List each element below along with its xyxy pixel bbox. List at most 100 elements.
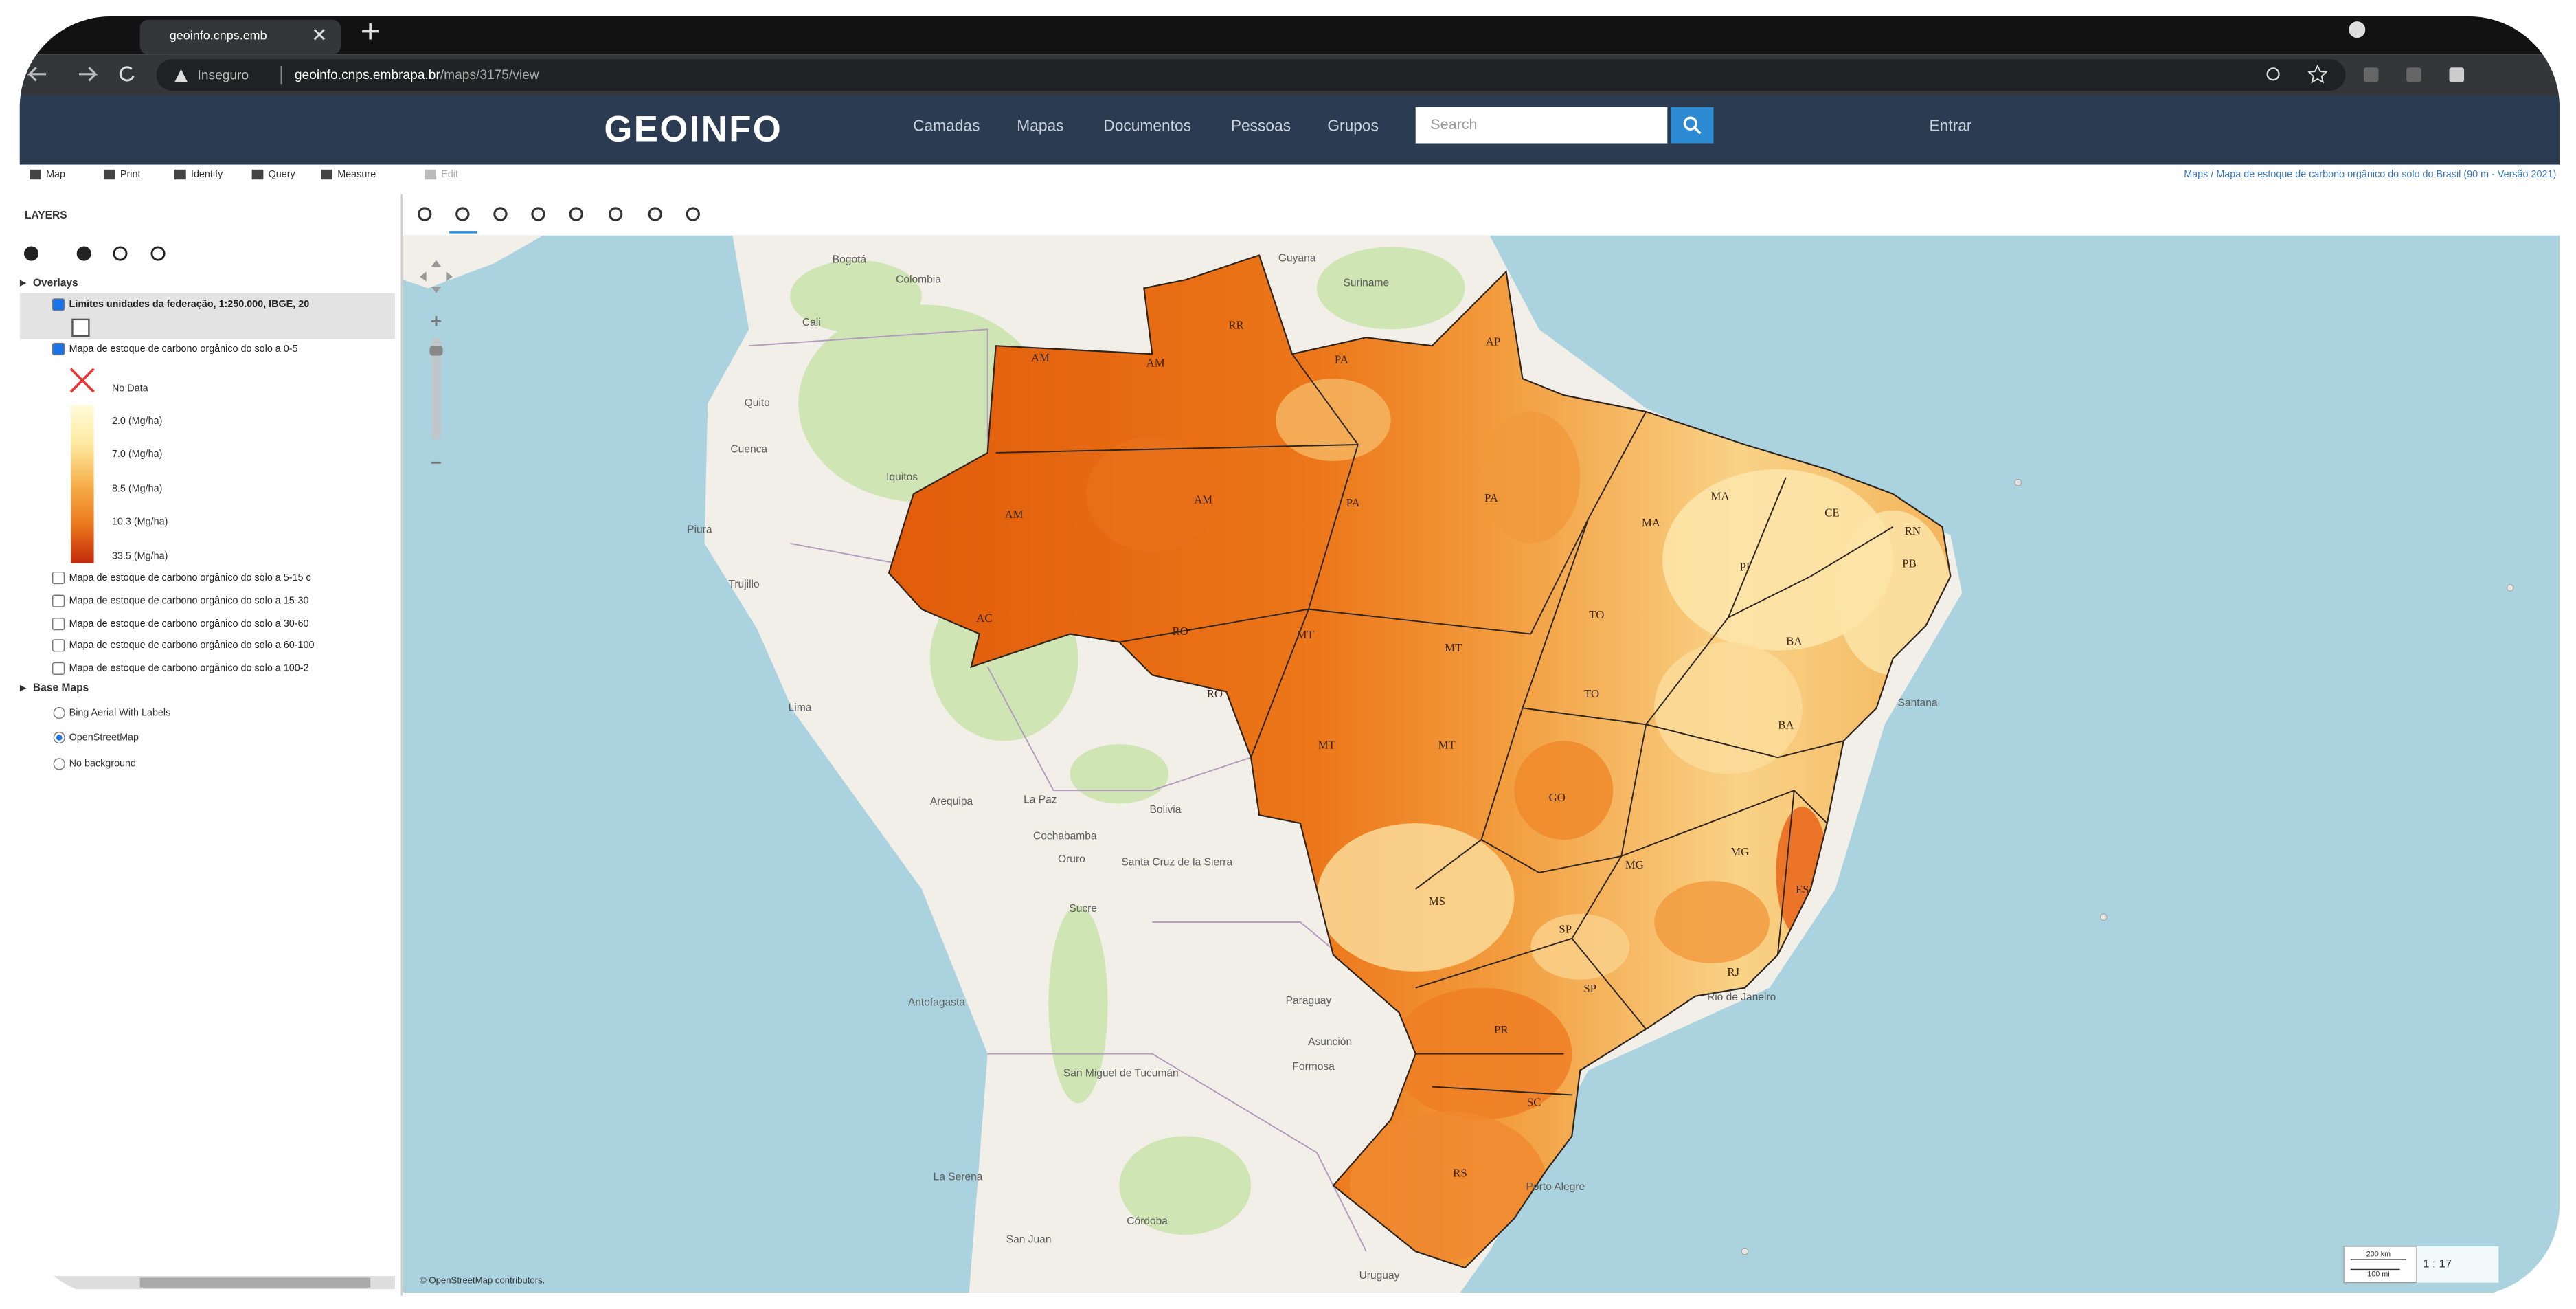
legend-ramp: [71, 405, 94, 563]
layer-checkbox[interactable]: [52, 639, 65, 652]
extension-icon[interactable]: [2363, 67, 2379, 82]
state-label: RJ: [1727, 965, 1739, 978]
vegetation: [790, 260, 922, 333]
layer-options-box[interactable]: [71, 318, 90, 337]
state-label: TO: [1589, 608, 1604, 621]
panel-tool[interactable]: [150, 246, 166, 261]
layer-name[interactable]: Limites unidades da federação, 1:250.000…: [69, 299, 310, 310]
state-label: BA: [1778, 719, 1794, 732]
carbon-patch: [1349, 1111, 1548, 1260]
legend-label: 2.0 (Mg/ha): [112, 416, 162, 427]
tab-bar: [19, 16, 2560, 55]
zoom-thumb[interactable]: [429, 346, 443, 356]
carbon-patch: [1276, 379, 1391, 461]
extension-icon[interactable]: [2406, 67, 2421, 82]
star-icon[interactable]: [2307, 64, 2328, 84]
map-tool[interactable]: [608, 207, 623, 221]
base-radio[interactable]: [53, 758, 65, 770]
search-placeholder: Search: [1430, 115, 1477, 133]
scale-box: [2343, 1246, 2417, 1284]
panel-tool[interactable]: [113, 246, 128, 261]
zoom-icon: [2266, 67, 2280, 81]
place-label: Porto Alegre: [1526, 1181, 1585, 1193]
toolbar: [19, 164, 2560, 194]
extension-icon[interactable]: [2449, 67, 2465, 82]
toolbar-item[interactable]: Print: [120, 169, 141, 180]
state-label: MG: [1625, 858, 1644, 871]
breadcrumb[interactable]: Maps / Mapa de estoque de carbono orgâni…: [2184, 169, 2556, 180]
place-label: Cuenca: [730, 443, 767, 455]
tab[interactable]: [139, 19, 341, 55]
nav-link[interactable]: Grupos: [1327, 117, 1379, 135]
base-radio[interactable]: [53, 706, 65, 719]
toolbar-icon: [251, 169, 264, 180]
reload[interactable]: [119, 66, 135, 82]
place-label: Córdoba: [1127, 1216, 1168, 1227]
pan-control[interactable]: [420, 260, 453, 293]
base-map-name[interactable]: No background: [69, 759, 136, 770]
layer-name[interactable]: Mapa de estoque de carbono orgânico do s…: [69, 618, 309, 629]
nav-link[interactable]: Documentos: [1103, 117, 1191, 135]
new-tab[interactable]: [362, 23, 379, 40]
layer-name[interactable]: Mapa de estoque de carbono orgânico do s…: [69, 595, 309, 606]
login-link[interactable]: Entrar: [1929, 117, 1971, 135]
layer-checkbox[interactable]: [52, 618, 65, 631]
overlays-heading: Overlays: [33, 277, 78, 289]
nav-link[interactable]: Camadas: [913, 117, 980, 135]
zoom-slider[interactable]: [431, 337, 442, 440]
toolbar-item[interactable]: Edit: [441, 169, 458, 180]
island: [1741, 1247, 1749, 1255]
layer-name[interactable]: Mapa de estoque de carbono orgânico do s…: [69, 344, 298, 355]
map-tool[interactable]: [531, 207, 545, 221]
map-attribution: © OpenStreetMap contributors.: [420, 1275, 545, 1286]
search-button[interactable]: [1671, 107, 1714, 144]
layer-checkbox[interactable]: [52, 571, 65, 585]
toolbar-item[interactable]: Identify: [191, 169, 223, 180]
legend-label: 8.5 (Mg/ha): [112, 483, 162, 494]
panel-scroll-thumb[interactable]: [139, 1277, 371, 1288]
state-label: PR: [1494, 1023, 1509, 1036]
toolbar-item[interactable]: Measure: [337, 169, 376, 180]
state-label: SP: [1583, 982, 1596, 995]
toolbar-item[interactable]: Map: [46, 169, 65, 180]
nav-link[interactable]: Pessoas: [1231, 117, 1291, 135]
map-tool[interactable]: [569, 207, 583, 221]
base-map-name[interactable]: Bing Aerial With Labels: [69, 707, 171, 718]
panel-tool[interactable]: [23, 246, 39, 261]
map-tool[interactable]: [455, 207, 470, 221]
place-label: Asunción: [1308, 1036, 1352, 1048]
nav-link[interactable]: Mapas: [1017, 117, 1063, 135]
map-tool[interactable]: [648, 207, 662, 221]
zoom-in-out[interactable]: [431, 316, 442, 464]
carbon-patch: [1662, 469, 1893, 651]
state-label: MT: [1445, 641, 1462, 654]
state-label: RN: [1905, 524, 1921, 537]
url-box[interactable]: [156, 59, 2346, 91]
state-label: MT: [1318, 738, 1335, 751]
search-icon-handle: [1694, 127, 1702, 135]
map-tool[interactable]: [418, 207, 432, 221]
scale-ratio: 1 : 17: [2423, 1257, 2452, 1271]
base-map-name[interactable]: OpenStreetMap: [69, 732, 139, 743]
back-forward[interactable]: [27, 67, 98, 82]
layer-name[interactable]: Mapa de estoque de carbono orgânico do s…: [69, 640, 315, 651]
search-icon: [1683, 116, 1698, 131]
url-host: geoinfo.cnps.embrapa.br: [295, 68, 441, 82]
layer-checkbox[interactable]: [52, 594, 65, 607]
map-tool[interactable]: [493, 207, 508, 221]
layer-checkbox[interactable]: [52, 298, 65, 311]
layer-name[interactable]: Mapa de estoque de carbono orgânico do s…: [69, 572, 311, 583]
place-label: Antofagasta: [908, 996, 965, 1008]
map-tool[interactable]: [686, 207, 700, 221]
scale-label: 100 mi: [2367, 1271, 2389, 1279]
layer-checkbox[interactable]: [52, 662, 65, 675]
panel-tool[interactable]: [76, 246, 91, 261]
toolbar-item[interactable]: Query: [269, 169, 296, 180]
layer-name[interactable]: Mapa de estoque de carbono orgânico do s…: [69, 663, 309, 674]
search-box[interactable]: [1415, 107, 1668, 144]
layer-checkbox[interactable]: [52, 342, 65, 356]
place-label: San Juan: [1006, 1233, 1052, 1245]
url[interactable]: geoinfo.cnps.embrapa.br/maps/3175/view: [295, 68, 539, 82]
